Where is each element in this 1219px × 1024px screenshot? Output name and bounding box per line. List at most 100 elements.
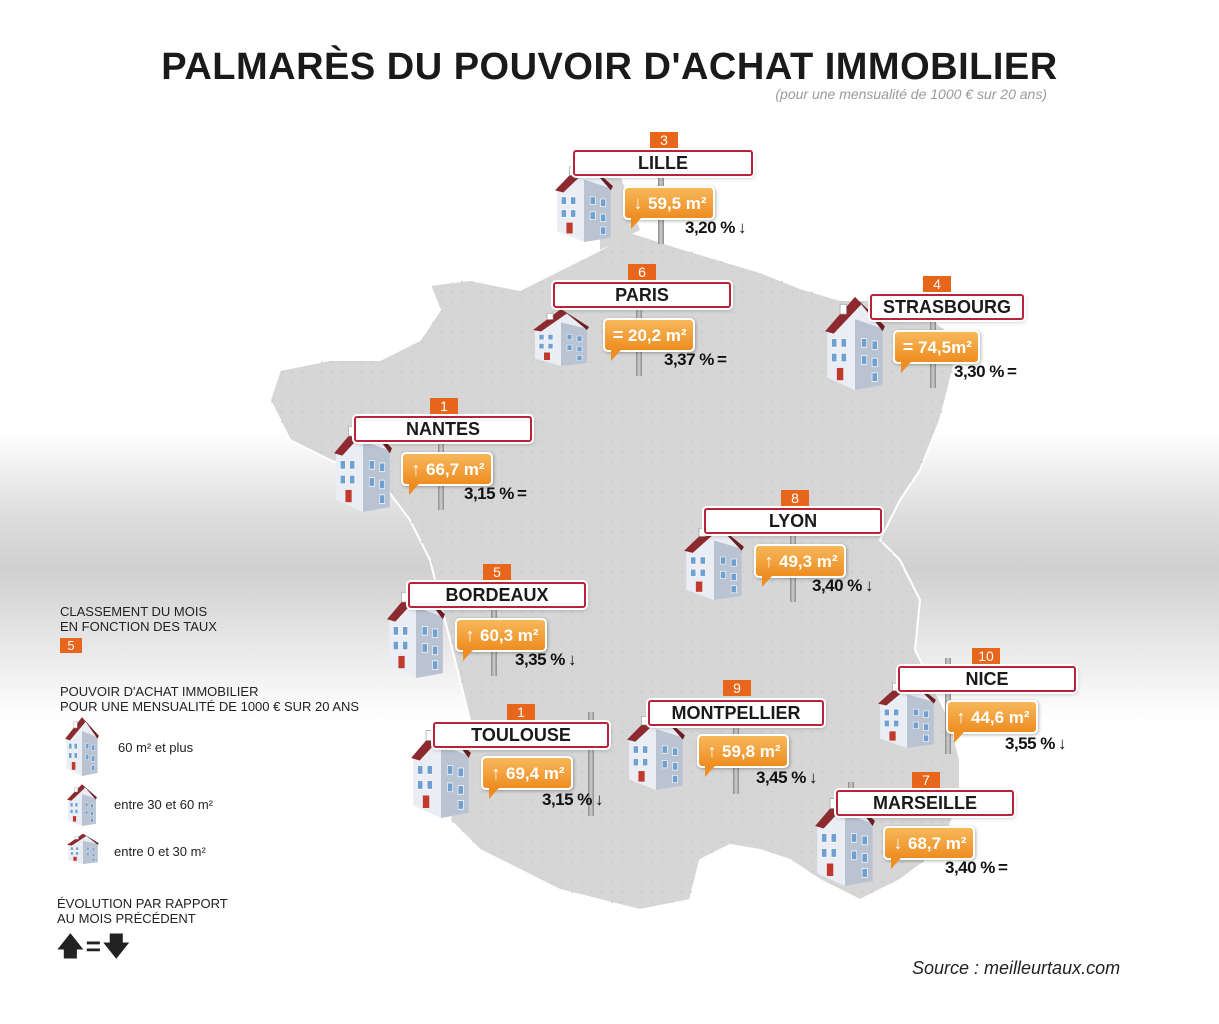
legend-house-small-icon (66, 832, 100, 869)
rate-value: 3,35 % (515, 650, 565, 669)
rate-montpellier: 3,45 % ↓ (756, 768, 817, 788)
area-bubble-montpellier: ↑ 59,8 m² (697, 734, 789, 777)
area-trend-icon: ↑ (764, 551, 774, 571)
area-value: 49,3 m² (779, 552, 838, 571)
area-bubble-lyon: ↑ 49,3 m² (754, 544, 846, 587)
area-trend-icon: ↑ (956, 707, 966, 727)
area-bubble-nice: ↑ 44,6 m² (946, 700, 1038, 743)
rank-badge-nice: 10 (972, 648, 1000, 664)
rate-trend-icon: ↓ (808, 768, 818, 787)
area-trend-icon: = (902, 337, 914, 357)
legend-size-medium: entre 30 et 60 m² (114, 797, 213, 812)
rank-badge-marseille: 7 (912, 772, 940, 788)
rate-trend-icon: ↓ (864, 576, 874, 595)
house-icon (332, 414, 394, 517)
rate-value: 3,55 % (1005, 734, 1055, 753)
house-icon (823, 292, 887, 395)
rate-value: 3,40 % (812, 576, 862, 595)
legend-house-large-icon (64, 714, 100, 781)
rate-trend-icon: ↓ (737, 218, 747, 237)
legend-size-large: 60 m² et plus (118, 740, 194, 755)
area-value: 59,5 m² (648, 194, 707, 213)
rate-lyon: 3,40 % ↓ (812, 576, 873, 596)
rate-trend-icon: ↓ (567, 650, 577, 669)
legend-rank-title-line2: EN FONCTION DES TAUX (60, 619, 217, 634)
rate-trend-icon: ↓ (1057, 734, 1067, 753)
area-value: 60,3 m² (480, 626, 539, 645)
legend-size-small: entre 0 et 30 m² (114, 844, 206, 859)
rate-value: 3,20 % (685, 218, 735, 237)
rate-trend-icon: = (1006, 362, 1017, 381)
rate-trend-icon: = (516, 484, 527, 503)
area-value: 59,8 m² (722, 742, 781, 761)
area-bubble-paris: = 20,2 m² (603, 318, 695, 361)
rate-bordeaux: 3,35 % ↓ (515, 650, 576, 670)
area-value: 74,5m² (918, 338, 972, 357)
area-trend-icon: ↑ (491, 763, 501, 783)
city-sign-nice: NICE (898, 666, 1076, 692)
city-sign-marseille: MARSEILLE (836, 790, 1014, 816)
rate-marseille: 3,40 % = (945, 858, 1008, 878)
rate-nantes: 3,15 % = (464, 484, 527, 504)
city-sign-strasbourg: STRASBOURG (870, 294, 1024, 320)
rate-trend-icon: = (716, 350, 727, 369)
legend-evolution-arrows-icon: 🡅=🡇 (57, 931, 132, 961)
area-value: 66,7 m² (426, 460, 485, 479)
rate-value: 3,37 % (664, 350, 714, 369)
legend-rank-title: CLASSEMENT DU MOIS EN FONCTION DES TAUX (60, 604, 217, 634)
legend-rank-title-line1: CLASSEMENT DU MOIS (60, 604, 208, 619)
city-sign-bordeaux: BORDEAUX (408, 582, 586, 608)
legend-evolution-title: ÉVOLUTION PAR RAPPORT AU MOIS PRÉCÉDENT (57, 896, 228, 926)
rate-value: 3,15 % (542, 790, 592, 809)
rate-toulouse: 3,15 % ↓ (542, 790, 603, 810)
city-sign-nantes: NANTES (354, 416, 532, 442)
legend-power-title: POUVOIR D'ACHAT IMMOBILIER POUR UNE MENS… (60, 684, 359, 714)
rank-badge-toulouse: 1 (507, 704, 535, 720)
area-bubble-nantes: ↑ 66,7 m² (401, 452, 493, 495)
rate-strasbourg: 3,30 % = (954, 362, 1017, 382)
rank-badge-lyon: 8 (781, 490, 809, 506)
area-trend-icon: ↓ (633, 193, 643, 213)
city-sign-montpellier: MONTPELLIER (648, 700, 824, 726)
area-bubble-lille: ↓ 59,5 m² (623, 186, 715, 229)
legend-power-title-line2: POUR UNE MENSUALITÉ DE 1000 € SUR 20 ANS (60, 699, 360, 714)
area-bubble-marseille: ↓ 68,7 m² (883, 826, 975, 869)
city-sign-lyon: LYON (704, 508, 882, 534)
sign-pole-toulouse (588, 712, 594, 816)
rate-trend-icon: = (997, 858, 1008, 877)
legend-power-title-line1: POUVOIR D'ACHAT IMMOBILIER (60, 684, 259, 699)
house-icon (682, 518, 746, 605)
rank-badge-lille: 3 (650, 132, 678, 148)
rate-value: 3,30 % (954, 362, 1004, 381)
rank-badge-strasbourg: 4 (923, 276, 951, 292)
city-sign-lille: LILLE (573, 150, 753, 176)
rank-badge-nantes: 1 (430, 398, 458, 414)
area-value: 68,7 m² (908, 834, 967, 853)
rate-value: 3,45 % (756, 768, 806, 787)
legend-house-medium-icon (66, 782, 98, 831)
rate-value: 3,40 % (945, 858, 995, 877)
city-sign-paris: PARIS (553, 282, 731, 308)
rank-badge-bordeaux: 5 (483, 564, 511, 580)
page-subtitle: (pour une mensualité de 1000 € sur 20 an… (775, 86, 1047, 102)
house-icon (409, 718, 473, 823)
legend-evolution-title-line1: ÉVOLUTION PAR RAPPORT (57, 896, 228, 911)
city-sign-toulouse: TOULOUSE (433, 722, 609, 748)
area-bubble-toulouse: ↑ 69,4 m² (481, 756, 573, 799)
area-trend-icon: ↑ (411, 459, 421, 479)
house-icon (531, 306, 591, 371)
area-trend-icon: ↑ (707, 741, 717, 761)
rate-nice: 3,55 % ↓ (1005, 734, 1066, 754)
source-credit: Source : meilleurtaux.com (912, 958, 1121, 978)
area-value: 20,2 m² (628, 326, 687, 345)
rank-badge-paris: 6 (628, 264, 656, 280)
area-value: 44,6 m² (971, 708, 1030, 727)
rate-lille: 3,20 % ↓ (685, 218, 746, 238)
area-bubble-strasbourg: = 74,5m² (893, 330, 980, 373)
page-title: PALMARÈS DU POUVOIR D'ACHAT IMMOBILIER (161, 46, 1058, 88)
legend-evolution-title-line2: AU MOIS PRÉCÉDENT (57, 911, 196, 926)
area-trend-icon: ↓ (893, 833, 903, 853)
legend-rank-badge: 5 (60, 638, 82, 653)
area-value: 69,4 m² (506, 764, 565, 783)
area-trend-icon: = (612, 325, 624, 345)
